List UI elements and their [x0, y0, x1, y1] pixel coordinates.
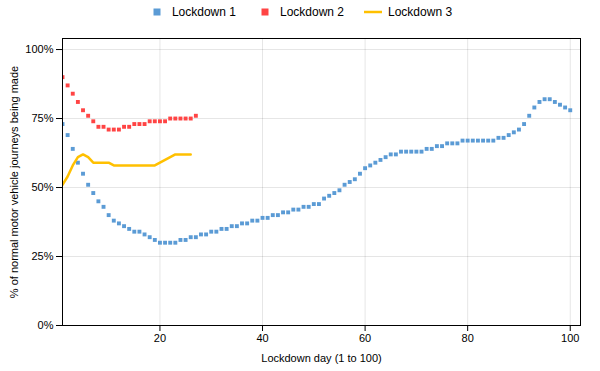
svg-text:75%: 75%	[31, 112, 53, 124]
svg-text:100: 100	[561, 332, 579, 344]
svg-text:60: 60	[359, 332, 371, 344]
html-text:Lockdown 3: Lockdown 3	[388, 5, 453, 19]
svg-text:Lockdown day (1 to 100): Lockdown day (1 to 100)	[261, 352, 381, 364]
svg-text:80: 80	[462, 332, 474, 344]
html-text:Lockdown 1: Lockdown 1	[171, 5, 236, 19]
svg-text:% of normal motor vehicle jour: % of normal motor vehicle journeys being…	[8, 66, 20, 298]
html-text:Lockdown 2: Lockdown 2	[280, 5, 344, 19]
svg-text:20: 20	[154, 332, 166, 344]
svg-text:40: 40	[256, 332, 268, 344]
svg-text:0%: 0%	[38, 319, 54, 331]
svg-text:25%: 25%	[31, 250, 53, 262]
svg-text:100%: 100%	[25, 43, 53, 55]
svg-text:50%: 50%	[31, 181, 53, 193]
